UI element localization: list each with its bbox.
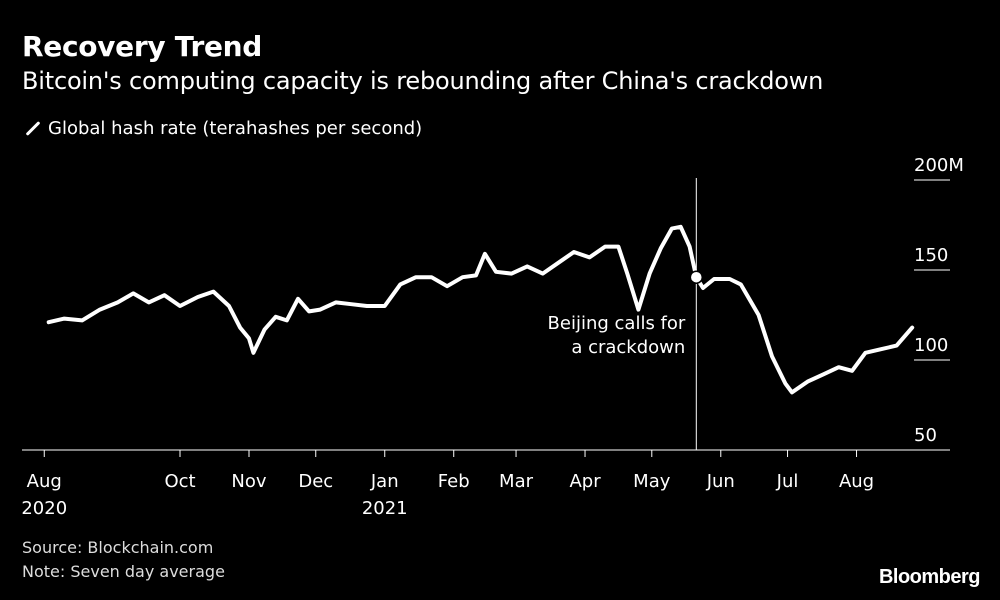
x-tick-label: May bbox=[633, 471, 671, 492]
annotation-text: Beijing calls for bbox=[548, 313, 686, 334]
y-tick-label: 150 bbox=[914, 245, 948, 266]
x-tick-label: Nov bbox=[231, 471, 266, 492]
x-tick-label: Dec bbox=[298, 471, 333, 492]
x-tick-label: Aug bbox=[839, 471, 874, 492]
legend: Global hash rate (terahashes per second) bbox=[22, 118, 422, 139]
x-tick-label: Oct bbox=[164, 471, 195, 492]
x-tick-label: Jan bbox=[370, 471, 399, 492]
x-tick-label: Mar bbox=[499, 471, 534, 492]
hash-rate-line bbox=[46, 224, 915, 395]
x-tick-label: Jun bbox=[706, 471, 735, 492]
x-tick-year-label: 2021 bbox=[362, 498, 408, 519]
chart-title: Recovery Trend bbox=[22, 30, 263, 63]
x-tick-label: Jul bbox=[776, 471, 799, 492]
source-note: Source: Blockchain.com bbox=[22, 538, 214, 557]
annotation-text: a crackdown bbox=[571, 337, 685, 358]
bloomberg-logo: Bloomberg bbox=[878, 566, 981, 588]
y-tick-label: 50 bbox=[914, 425, 937, 446]
y-tick-label: 100 bbox=[914, 335, 948, 356]
annotation-marker bbox=[689, 270, 704, 284]
x-tick-label: Apr bbox=[569, 471, 601, 492]
x-tick-year-label: 2020 bbox=[21, 498, 67, 519]
x-tick-label: Aug bbox=[27, 471, 62, 492]
chart-subtitle: Bitcoin's computing capacity is reboundi… bbox=[22, 67, 824, 95]
footnote: Note: Seven day average bbox=[22, 562, 225, 581]
y-tick-label: 200M bbox=[914, 155, 964, 176]
x-tick-label: Feb bbox=[438, 471, 470, 492]
legend-label: Global hash rate (terahashes per second) bbox=[48, 118, 423, 139]
